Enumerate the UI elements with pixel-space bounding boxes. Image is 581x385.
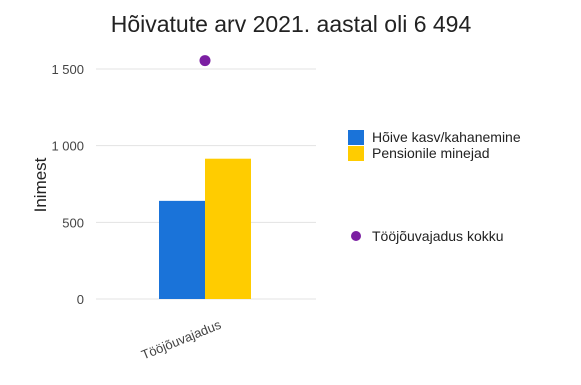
legend-label: Pensionile minejad xyxy=(372,145,490,161)
legend-swatch xyxy=(348,146,364,161)
legend-label: Tööjõuvajadus kokku xyxy=(372,228,504,244)
y-tick-label: 1 500 xyxy=(51,62,84,77)
legend-point-marker xyxy=(351,231,361,241)
legend-label: Hõive kasv/kahanemine xyxy=(372,129,521,145)
y-tick-label: 500 xyxy=(62,215,84,230)
y-tick-label: 1 000 xyxy=(51,139,84,154)
legend-swatch xyxy=(348,130,364,145)
chart-title: Hõivatute arv 2021. aastal oli 6 494 xyxy=(111,11,472,37)
y-tick-label: 0 xyxy=(77,292,84,307)
y-axis-label: Inimest xyxy=(31,157,50,212)
bar xyxy=(205,158,251,299)
bar xyxy=(159,200,205,299)
x-tick-labels: Tööjõuvajadus xyxy=(139,317,223,363)
point-marker xyxy=(199,55,211,67)
y-tick-labels: 0 500 1 000 1 500 xyxy=(51,62,84,307)
x-tick-label: Tööjõuvajadus xyxy=(139,317,223,363)
bars xyxy=(159,55,251,299)
